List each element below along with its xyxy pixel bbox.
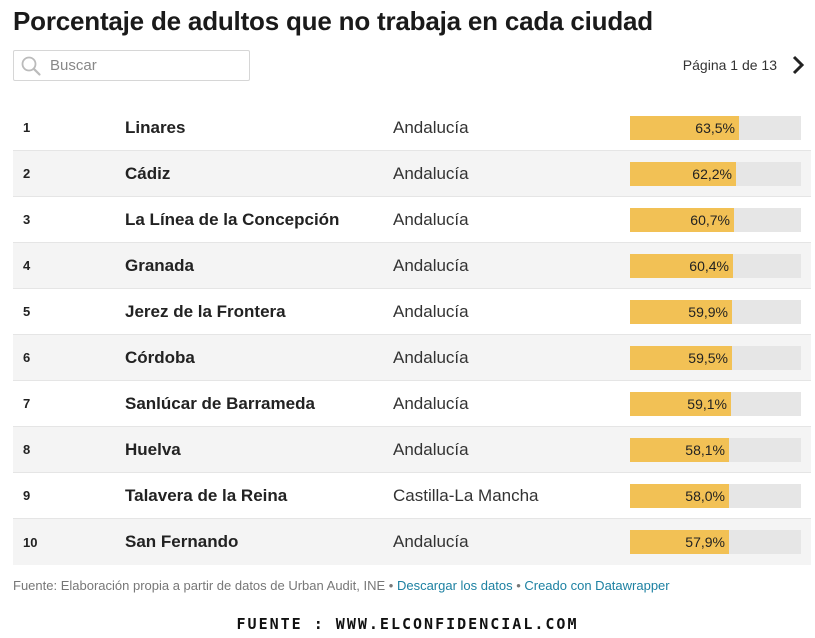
- row-city: Huelva: [125, 439, 181, 459]
- table-row: 2 Cádiz Andalucía 62,2%: [13, 151, 811, 197]
- row-city: San Fernando: [125, 532, 239, 551]
- row-region: Andalucía: [393, 163, 469, 183]
- bar-fill: [630, 484, 729, 508]
- row-city: Granada: [125, 255, 194, 275]
- bar-fill: [630, 392, 731, 416]
- bar-fill: [630, 116, 739, 140]
- row-city: La Línea de la Concepción: [125, 209, 340, 229]
- bar-fill: [630, 162, 736, 186]
- row-city: Cádiz: [125, 163, 171, 183]
- table-row: 3 La Línea de la Concepción Andalucía 60,7%: [13, 197, 811, 243]
- bar-track: 58,0%: [630, 484, 801, 508]
- bar-value-label: 57,9%: [685, 534, 725, 550]
- bar-fill: [630, 300, 732, 324]
- row-rank: 2: [23, 166, 31, 181]
- bar-track: 62,2%: [630, 162, 801, 186]
- row-rank: 10: [23, 534, 38, 550]
- bar-track: 59,9%: [630, 300, 801, 324]
- bar-track: 60,4%: [630, 254, 801, 278]
- row-city: Linares: [125, 117, 186, 137]
- row-region: Castilla-La Mancha: [393, 485, 539, 505]
- row-rank: 4: [23, 258, 31, 273]
- bar-value-label: 59,5%: [688, 350, 728, 366]
- row-rank: 5: [23, 304, 31, 319]
- bar-value-label: 62,2%: [692, 166, 732, 182]
- row-rank: 6: [23, 350, 31, 365]
- table-row: 1 Linares Andalucía 63,5%: [13, 105, 811, 151]
- row-rank: 1: [23, 120, 31, 135]
- bar-track: 59,5%: [630, 346, 801, 370]
- download-data-link[interactable]: Descargar los datos: [396, 578, 513, 593]
- bar-value-label: 59,1%: [687, 396, 727, 412]
- bar-value-label: 60,4%: [689, 258, 729, 274]
- table-row: 5 Jerez de la Frontera Andalucía 59,9%: [13, 289, 811, 335]
- footer-separator: •: [385, 578, 397, 593]
- search-box[interactable]: [13, 50, 250, 81]
- bar-value-label: 60,7%: [690, 212, 730, 228]
- row-region: Andalucía: [393, 209, 469, 229]
- bar-track: 60,7%: [630, 208, 801, 232]
- row-city: Córdoba: [125, 347, 195, 367]
- bar-fill: [630, 530, 729, 554]
- row-region: Andalucía: [393, 393, 469, 413]
- row-region: Andalucía: [393, 255, 469, 275]
- row-region: Andalucía: [393, 301, 469, 321]
- footer-notes: Fuente: Elaboración propia a partir de d…: [13, 578, 670, 593]
- row-rank: 7: [23, 396, 31, 411]
- table-row: 8 Huelva Andalucía 58,1%: [13, 427, 811, 473]
- row-region: Andalucía: [393, 347, 469, 367]
- bar-fill: [630, 208, 734, 232]
- row-city: Sanlúcar de Barrameda: [125, 393, 315, 413]
- bar-track: 63,5%: [630, 116, 801, 140]
- table-row: 7 Sanlúcar de Barrameda Andalucía 59,1%: [13, 381, 811, 427]
- bar-fill: [630, 346, 732, 370]
- table-row: 9 Talavera de la Reina Castilla-La Mancha 5…: [13, 473, 811, 519]
- footer-separator: •: [512, 578, 525, 593]
- row-region: Andalucía: [393, 439, 469, 459]
- bar-value-label: 59,9%: [688, 304, 728, 320]
- row-rank: 3: [23, 212, 31, 227]
- bar-value-label: 58,0%: [685, 488, 725, 504]
- next-page-button[interactable]: [791, 54, 805, 76]
- row-city: Jerez de la Frontera: [125, 301, 286, 321]
- pagination-label: Página 1 de 13: [682, 57, 777, 73]
- row-region: Andalucía: [393, 117, 469, 137]
- datawrapper-link[interactable]: Creado con Datawrapper: [524, 578, 670, 593]
- bar-value-label: 58,1%: [685, 442, 725, 458]
- bar-fill: [630, 438, 729, 462]
- row-city: Talavera de la Reina: [125, 485, 288, 505]
- bar-track: 57,9%: [630, 530, 801, 554]
- search-input[interactable]: [50, 57, 230, 74]
- bar-value-label: 63,5%: [695, 120, 735, 136]
- search-icon: [21, 56, 41, 76]
- table-row: 6 Córdoba Andalucía 59,5%: [13, 335, 811, 381]
- chevron-right-icon: [792, 55, 805, 75]
- row-rank: 9: [23, 488, 31, 503]
- pagination: Página 1 de 13: [683, 52, 805, 78]
- chart-title: Porcentaje de adultos que no trabaja en …: [13, 6, 653, 36]
- bar-track: 58,1%: [630, 438, 801, 462]
- row-region: Andalucía: [393, 532, 469, 551]
- source-note: Fuente: Elaboración propia a partir de d…: [13, 578, 386, 593]
- data-table: 1 Linares Andalucía 63,5% 2 Cádiz Andalucía 62,…: [13, 105, 811, 565]
- bar-track: 59,1%: [630, 392, 801, 416]
- table-row: 10 San Fernando Andalucía 57,9%: [13, 519, 811, 565]
- bar-fill: [630, 254, 733, 278]
- table-row: 4 Granada Andalucía 60,4%: [13, 243, 811, 289]
- row-rank: 8: [23, 442, 31, 457]
- image-source-caption: FUENTE : WWW.ELCONFIDENCIAL.COM: [236, 615, 579, 633]
